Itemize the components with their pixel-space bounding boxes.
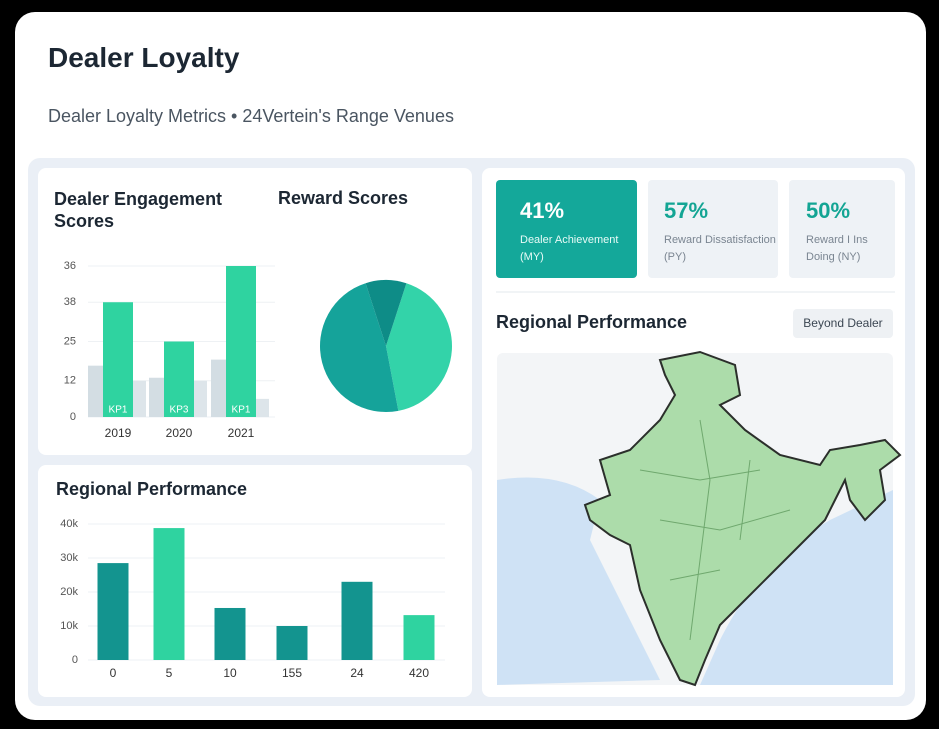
kpi-value: 41% [520, 198, 565, 223]
sea [700, 490, 893, 685]
x-tick-label: 2021 [228, 426, 255, 440]
pie-slice [365, 280, 407, 346]
bar [211, 359, 227, 417]
kpi-label-line: Reward I Ins [806, 234, 868, 246]
bar [256, 398, 269, 417]
button-bg[interactable] [793, 309, 893, 338]
bar [97, 563, 129, 660]
bar [164, 341, 194, 417]
pie-slice [319, 283, 399, 413]
kpi-value: 57% [664, 198, 709, 223]
bar [133, 380, 146, 417]
kpi-card [789, 180, 895, 278]
chart-title: Dealer Engagement Scores [54, 189, 223, 231]
kpi-label-line: (PY) [664, 251, 686, 263]
kpi-label: Reward I Ins Doing (NY) [806, 232, 868, 266]
y-tick-label: 25 [64, 335, 76, 347]
x-tick-label: 5 [166, 666, 173, 680]
x-tick-label: 10 [223, 666, 237, 680]
y-tick-label: 12 [64, 375, 76, 387]
bar [103, 302, 133, 417]
map-title: Regional Performance [496, 312, 688, 332]
button-label[interactable]: Beyond Dealer [803, 316, 883, 330]
x-tick-label: 420 [409, 666, 429, 680]
pie-slice [386, 283, 453, 411]
x-tick-label: 2019 [105, 426, 132, 440]
x-tick-label: 24 [350, 666, 364, 680]
bar [194, 380, 207, 417]
bar [149, 377, 165, 417]
kpi-label-line: Doing (NY) [806, 251, 861, 263]
kpi-label: Dealer Achievement (MY) [520, 232, 618, 266]
x-tick-label: 0 [110, 666, 117, 680]
kpi-card [648, 180, 778, 278]
page-title: Dealer Loyalty [48, 42, 240, 73]
bar [153, 528, 185, 660]
map-borders [639, 419, 791, 641]
x-tick-label: 155 [282, 666, 302, 680]
y-tick-label: 36 [64, 260, 76, 272]
bar [88, 365, 104, 417]
bar [341, 581, 373, 660]
y-tick-label: 40k [60, 518, 78, 530]
bar-label: KP1 [232, 405, 251, 416]
kpi-label-line: (MY) [520, 251, 544, 263]
kpi-label-line: Reward Dissatisfaction [664, 234, 776, 246]
bar [403, 615, 435, 660]
page-subtitle: Dealer Loyalty Metrics • 24Vertein's Ran… [48, 106, 454, 126]
bar-label: KP3 [170, 405, 189, 416]
kpi-card [496, 180, 637, 278]
bar [276, 626, 308, 660]
y-tick-label: 0 [70, 411, 76, 423]
y-tick-label: 10k [60, 620, 78, 632]
y-tick-label: 0 [72, 654, 78, 666]
x-tick-label: 2020 [166, 426, 193, 440]
kpi-label: Reward Dissatisfaction (PY) [664, 232, 776, 266]
bar-label: KP1 [109, 405, 128, 416]
bar [226, 266, 256, 417]
y-tick-label: 20k [60, 586, 78, 598]
chart-title: Reward Scores [278, 188, 409, 208]
kpi-value: 50% [806, 198, 851, 223]
y-tick-label: 30k [60, 552, 78, 564]
kpi-label-line: Dealer Achievement [520, 234, 619, 246]
y-tick-label: 38 [64, 296, 76, 308]
bar [214, 607, 246, 660]
sea [497, 477, 660, 685]
chart-title: Regional Performance [56, 479, 248, 499]
